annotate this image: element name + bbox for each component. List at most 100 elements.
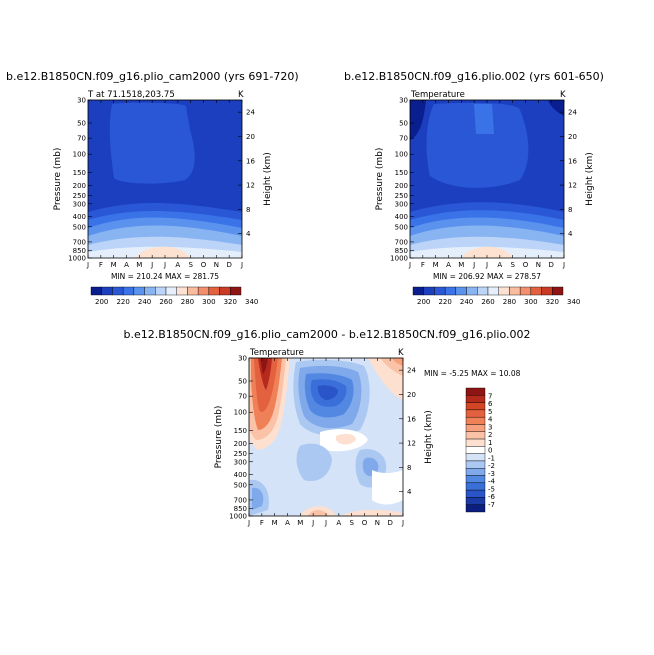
colorbar-swatch	[541, 286, 553, 296]
panel-2-plot-area	[409, 99, 565, 259]
month-label: J	[472, 261, 475, 269]
colorbar-swatch	[465, 482, 486, 491]
height-label: 4	[407, 488, 412, 496]
colorbar-swatch	[208, 286, 220, 296]
pressure-label: 300	[395, 200, 408, 208]
pressure-label: 200	[234, 440, 247, 448]
colorbar-label: 260	[159, 298, 172, 306]
panel-3: b.e12.B1850CN.f09_g16.plio_cam2000 - b.e…	[124, 328, 531, 527]
pressure-label: 100	[73, 151, 86, 159]
colorbar-label: 320	[546, 298, 559, 306]
month-label: F	[260, 519, 264, 527]
month-label: N	[214, 261, 219, 269]
month-label: S	[188, 261, 193, 269]
panel-3-units: K	[398, 348, 404, 358]
colorbar-swatch	[455, 286, 467, 296]
panel-1-units: K	[238, 90, 244, 100]
pressure-label: 700	[73, 238, 86, 246]
panel-1-plot-area	[87, 99, 243, 259]
height-label: 20	[568, 133, 577, 141]
month-label: J	[485, 261, 488, 269]
panel-3-axes: J F M A M J J A S O N D J305070100150200250300400500…	[229, 355, 416, 528]
panel-3-minmax: MIN = -5.25 MAX = 10.08	[424, 369, 521, 378]
panel-2-ylabel-right: Height (km)	[585, 152, 595, 206]
colorbar-swatch	[465, 438, 486, 447]
month-label: M	[433, 261, 439, 269]
colorbar-swatch	[465, 424, 486, 432]
panel-3-title: b.e12.B1850CN.f09_g16.plio_cam2000 - b.e…	[124, 328, 531, 341]
colorbar-swatch	[144, 286, 156, 296]
height-label: 16	[568, 157, 577, 165]
colorbar-swatch	[176, 286, 188, 296]
month-label: M	[111, 261, 117, 269]
colorbar-swatch	[498, 286, 510, 296]
colorbar-swatch	[465, 409, 486, 418]
colorbar-label: 220	[438, 298, 451, 306]
colorbar-label: 4	[488, 416, 493, 424]
pressure-label: 100	[234, 409, 247, 417]
month-label: J	[247, 519, 250, 527]
colorbar-label: 300	[202, 298, 215, 306]
colorbar-label: 200	[95, 298, 108, 306]
month-label: A	[336, 519, 341, 527]
panel-2-ylabel: Pressure (mb)	[375, 148, 385, 211]
panel-2-units: K	[560, 90, 566, 100]
height-label: 16	[246, 157, 255, 165]
month-label: N	[536, 261, 541, 269]
colorbar-swatch	[444, 286, 457, 296]
colorbar-swatch	[465, 416, 486, 425]
colorbar-label: 340	[245, 298, 258, 306]
pressure-label: 70	[77, 135, 86, 143]
height-label: 12	[568, 182, 577, 190]
month-label: M	[297, 519, 303, 527]
pressure-label: 30	[77, 97, 86, 105]
colorbar-swatch	[90, 286, 102, 296]
colorbar-swatch	[465, 387, 486, 396]
colorbar-label: 300	[524, 298, 537, 306]
month-label: F	[421, 261, 425, 269]
month-label: A	[446, 261, 451, 269]
pressure-label: 30	[238, 355, 247, 363]
month-label: J	[150, 261, 153, 269]
month-label: J	[408, 261, 411, 269]
month-label: D	[548, 261, 553, 269]
pressure-label: 100	[395, 151, 408, 159]
colorbar-label: -6	[488, 493, 496, 501]
height-label: 20	[246, 133, 255, 141]
colorbar-swatch	[465, 453, 486, 462]
colorbar-swatch	[552, 286, 564, 296]
panel-2-subtitle: Temperature	[410, 90, 465, 100]
month-label: M	[458, 261, 464, 269]
height-label: 24	[246, 109, 255, 117]
colorbar-swatch	[465, 497, 486, 505]
pressure-label: 150	[395, 169, 408, 177]
panel-2-axes: J F M A M J J A S O N D J305070100150200250300400500…	[390, 97, 577, 270]
height-label: 4	[246, 230, 251, 238]
colorbar-label: 240	[460, 298, 473, 306]
month-label: A	[124, 261, 129, 269]
panel-2-minmax: MIN = 206.92 MAX = 278.57	[433, 272, 541, 281]
pressure-label: 850	[73, 247, 86, 255]
pressure-label: 400	[395, 213, 408, 221]
colorbar-swatch	[465, 468, 486, 476]
month-label: O	[201, 261, 207, 269]
colorbar-swatch	[509, 286, 521, 296]
colorbar-label: 280	[503, 298, 516, 306]
colorbar-label: 260	[481, 298, 494, 306]
pressure-label: 250	[395, 192, 408, 200]
colorbar-label: 240	[138, 298, 151, 306]
colorbar-swatch	[530, 286, 542, 296]
pressure-label: 300	[73, 200, 86, 208]
colorbar-swatch	[477, 286, 489, 296]
colorbar-label: 280	[181, 298, 194, 306]
colorbar-swatch	[112, 286, 124, 296]
month-label: D	[226, 261, 231, 269]
colorbar-label: 320	[224, 298, 237, 306]
height-label: 8	[407, 464, 411, 472]
colorbar-swatch	[465, 460, 486, 469]
colorbar-label: 2	[488, 431, 492, 439]
pressure-label: 700	[234, 496, 247, 504]
height-label: 24	[568, 109, 577, 117]
colorbar-label: 7	[488, 392, 492, 400]
pressure-label: 70	[238, 393, 247, 401]
